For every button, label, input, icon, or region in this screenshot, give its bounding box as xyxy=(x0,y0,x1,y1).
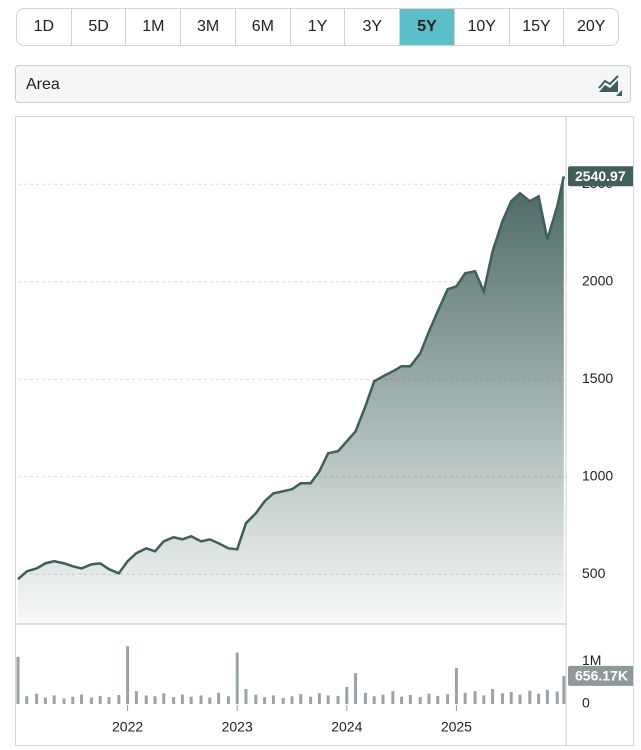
volume-bar xyxy=(162,693,166,704)
volume-bar xyxy=(134,691,138,704)
y-tick-label: 2000 xyxy=(582,272,613,288)
volume-bar xyxy=(208,697,212,704)
volume-bar xyxy=(463,692,467,704)
x-tick-label: 2025 xyxy=(441,719,472,735)
range-button[interactable]: 15Y xyxy=(508,9,564,45)
range-button[interactable]: 10Y xyxy=(453,9,509,45)
range-button[interactable]: 1Y xyxy=(289,9,345,45)
volume-bar xyxy=(107,697,111,704)
x-tick-label: 2023 xyxy=(222,719,253,735)
volume-bar xyxy=(80,694,84,704)
y-tick-label: 1M xyxy=(582,652,601,668)
volume-bar xyxy=(144,695,148,704)
chart: 50010001500200025002540.9701M20222023202… xyxy=(15,116,634,746)
volume-bar xyxy=(528,690,532,704)
volume-bar xyxy=(62,698,66,704)
volume-bar xyxy=(117,695,121,704)
range-button[interactable]: 3Y xyxy=(344,9,399,45)
volume-bar xyxy=(336,695,340,704)
volume-bar xyxy=(271,695,275,704)
volume-bar xyxy=(391,691,395,704)
volume-bar xyxy=(418,697,422,704)
volume-bar xyxy=(172,697,176,704)
volume-bar xyxy=(254,694,258,704)
range-button[interactable]: 20Y xyxy=(563,9,618,45)
volume-bar xyxy=(482,695,486,704)
volume-bar xyxy=(281,698,285,704)
volume-bar xyxy=(309,696,313,704)
volume-bar xyxy=(35,693,39,704)
y-tick-label: 1500 xyxy=(582,370,613,386)
volume-bar xyxy=(345,686,349,704)
last-volume-box xyxy=(568,665,633,686)
volume-bar xyxy=(500,693,504,704)
range-buttons: 1D 5D 1M 3M 6M 1Y 3Y 5Y 10Y 15Y 20Y xyxy=(16,8,619,46)
volume-bar xyxy=(180,694,184,704)
volume-bar xyxy=(299,694,303,704)
volume-bar xyxy=(317,693,321,704)
volume-bar xyxy=(199,695,203,704)
y-tick-label: 1000 xyxy=(582,467,613,483)
volume-bar xyxy=(189,696,193,704)
volume-bar xyxy=(263,697,267,704)
volume-bar xyxy=(363,692,367,704)
volume-bar xyxy=(454,668,458,704)
volume-bar xyxy=(354,673,358,704)
volume-bar xyxy=(545,689,549,704)
range-button[interactable]: 5D xyxy=(70,9,126,45)
volume-bar xyxy=(226,696,230,704)
last-price-label: 2540.97 xyxy=(575,168,626,184)
volume-bar xyxy=(400,696,404,704)
range-button[interactable]: 1M xyxy=(125,9,180,45)
volume-bar xyxy=(372,696,376,704)
volume-bar xyxy=(290,696,294,704)
last-volume-label: 656.17K xyxy=(575,668,628,684)
x-tick-label: 2022 xyxy=(112,719,143,735)
range-button[interactable]: 5Y xyxy=(399,9,454,45)
volume-bar xyxy=(326,695,330,704)
volume-bar xyxy=(98,695,102,704)
volume-bar xyxy=(235,652,239,704)
range-button[interactable]: 3M xyxy=(180,9,235,45)
volume-bar xyxy=(436,695,440,704)
last-price-box xyxy=(568,166,633,187)
volume-bar xyxy=(555,691,559,704)
volume-bar xyxy=(43,697,47,704)
volume-bar xyxy=(408,695,412,704)
volume-bar xyxy=(52,695,56,704)
volume-bar xyxy=(473,691,477,704)
volume-bar xyxy=(491,689,495,704)
volume-bar xyxy=(518,694,522,704)
volume-bar xyxy=(153,696,157,704)
y-tick-label: 0 xyxy=(582,695,590,711)
volume-bar xyxy=(562,675,566,704)
area-fill xyxy=(18,176,564,624)
volume-bar xyxy=(217,692,221,704)
select-label: Area xyxy=(26,76,60,93)
volume-bar xyxy=(16,656,20,704)
volume-bar xyxy=(244,689,248,704)
volume-bar xyxy=(89,697,93,704)
price-line xyxy=(17,176,566,581)
range-button[interactable]: 1D xyxy=(33,18,55,35)
volume-bar xyxy=(126,646,130,704)
volume-bar xyxy=(446,694,450,704)
volume-bar xyxy=(25,696,29,704)
volume-bar xyxy=(427,693,431,704)
x-tick-label: 2024 xyxy=(331,719,362,735)
chart-type-select[interactable]: Area xyxy=(15,65,631,103)
area-icon xyxy=(598,75,622,96)
volume-bar xyxy=(537,693,541,704)
volume-bar xyxy=(509,692,513,704)
y-tick-label: 500 xyxy=(582,565,606,581)
volume-bar xyxy=(381,694,385,704)
volume-bar xyxy=(71,696,75,704)
range-button[interactable]: 6M xyxy=(234,9,290,45)
